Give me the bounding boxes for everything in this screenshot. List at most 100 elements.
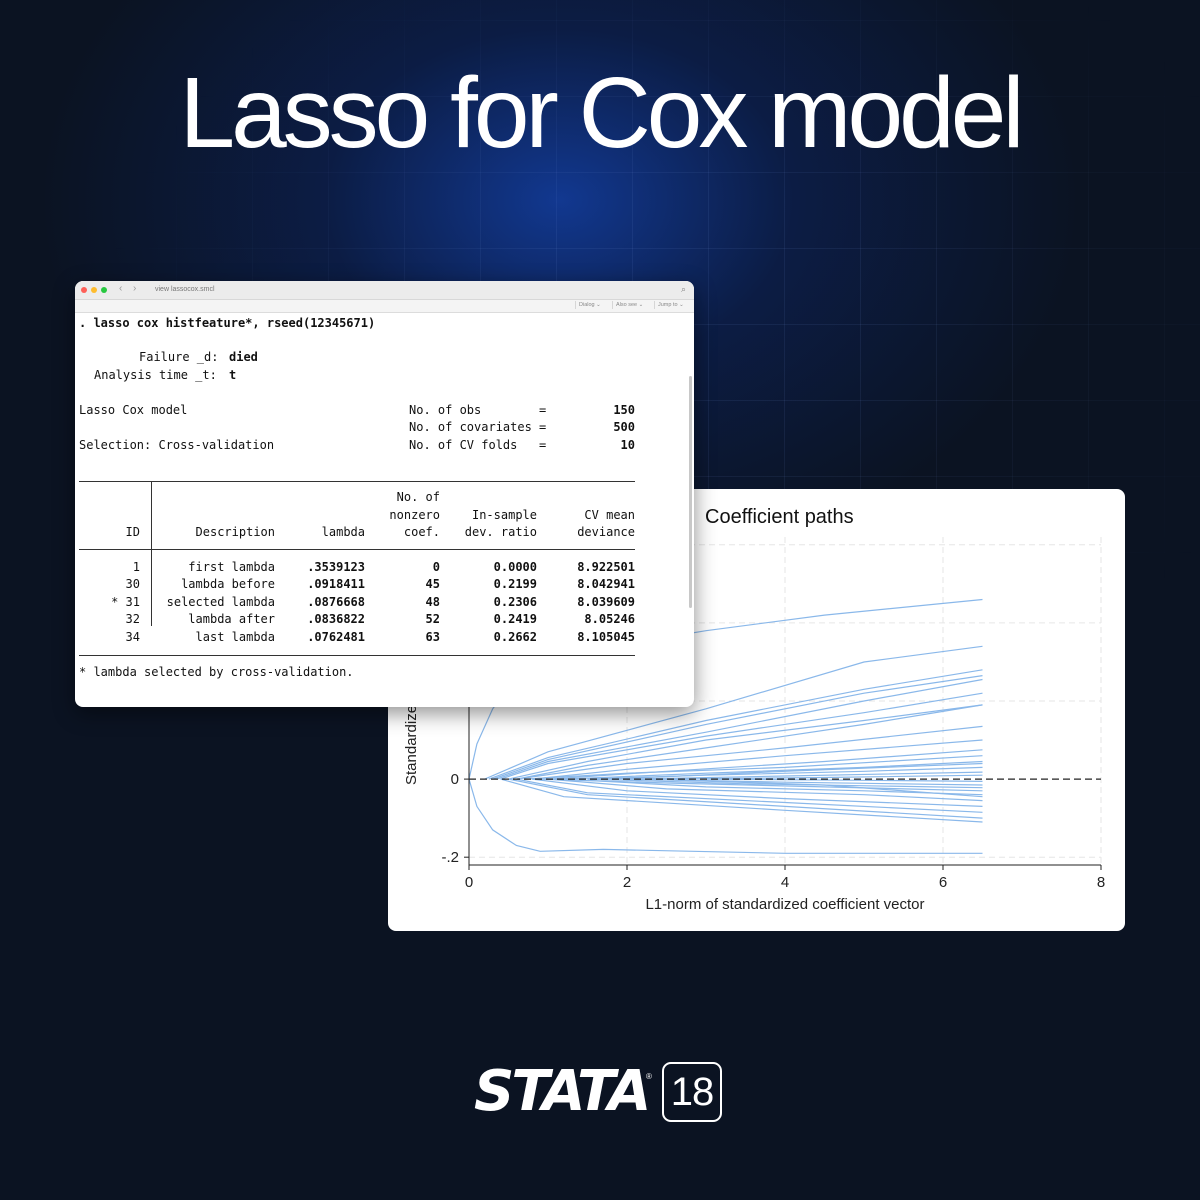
- stat-label-covariates: No. of covariates =: [409, 420, 547, 434]
- forward-button[interactable]: ›: [133, 283, 137, 294]
- vertical-scrollbar[interactable]: [689, 376, 692, 608]
- coefficient-path-line: [500, 692, 983, 780]
- failure-value: died: [229, 350, 258, 364]
- header-cv-line2: deviance: [577, 525, 635, 539]
- coefficient-path-line: [587, 778, 983, 789]
- row-devratio: 0.0000: [493, 560, 537, 574]
- coefficient-path-line: [524, 755, 983, 780]
- coefficient-path-line: [500, 778, 983, 823]
- header-cv-line1: CV mean: [584, 508, 635, 522]
- model-name: Lasso Cox model: [79, 403, 188, 417]
- row-cv-deviance: 8.039609: [577, 595, 635, 609]
- row-nonzero: 45: [425, 577, 440, 591]
- minimize-window-button[interactable]: [91, 287, 97, 293]
- row-description: lambda after: [188, 612, 275, 626]
- coefficient-path-line: [492, 675, 983, 780]
- stat-label-obs: No. of obs =: [409, 403, 547, 417]
- row-lambda: .0876668: [307, 595, 365, 609]
- coefficient-path-line: [508, 704, 983, 780]
- header-devratio-line1: In-sample: [471, 508, 537, 522]
- row-id: 34: [125, 630, 140, 644]
- header-nonzero-line2: nonzero: [389, 508, 440, 522]
- row-cv-deviance: 8.042941: [577, 577, 635, 591]
- row-id: * 31: [111, 595, 140, 609]
- coefficient-path-line: [532, 739, 983, 780]
- header-nonzero-line3: coef.: [403, 525, 440, 539]
- header-devratio-line2: dev. ratio: [464, 525, 537, 539]
- zoom-window-button[interactable]: [101, 287, 107, 293]
- coefficient-path-line: [484, 645, 983, 780]
- x-tick-label: 8: [1097, 874, 1105, 891]
- failure-label: Failure _d:: [139, 350, 219, 364]
- row-lambda: .0762481: [307, 630, 365, 644]
- row-lambda: .0836822: [307, 612, 365, 626]
- row-nonzero: 63: [425, 630, 440, 644]
- row-nonzero: 48: [425, 595, 440, 609]
- row-lambda: .0918411: [307, 577, 365, 591]
- stat-value-covariates: 500: [613, 420, 635, 434]
- analysis-time-value: t: [229, 368, 237, 382]
- back-button[interactable]: ‹: [119, 283, 123, 294]
- also-see-menu-button[interactable]: Also see ⌄: [612, 301, 646, 309]
- coefficient-path-line: [532, 778, 983, 807]
- row-devratio: 0.2306: [493, 595, 537, 609]
- page-title: Lasso for Cox model: [179, 57, 1024, 169]
- header-lambda: lambda: [321, 525, 365, 539]
- y-axis-title: Standardize: [403, 705, 420, 785]
- registered-mark: ®: [646, 1072, 652, 1081]
- close-window-button[interactable]: [81, 287, 87, 293]
- row-devratio: 0.2662: [493, 630, 537, 644]
- y-tick-label: 0: [451, 771, 459, 788]
- search-icon[interactable]: ⌕: [680, 284, 686, 294]
- version-badge: 18: [662, 1062, 722, 1122]
- row-description: selected lambda: [166, 595, 275, 609]
- results-viewer-window: ‹ › view lassocox.smcl ⌕ Dialog ⌄ Also s…: [75, 281, 694, 707]
- x-axis-title: L1-norm of standardized coefficient vect…: [645, 896, 924, 913]
- stat-label-cv-folds: No. of CV folds =: [409, 438, 547, 452]
- row-nonzero: 0: [432, 560, 440, 574]
- coefficient-path-line: [666, 774, 983, 780]
- command-line: . lasso cox histfeature*, rseed(12345671…: [79, 316, 376, 330]
- coefficient-path-line: [496, 678, 983, 780]
- table-header-rule: [79, 549, 635, 550]
- stata-logo-wordmark: STATA: [474, 1059, 651, 1124]
- coefficient-path-line: [563, 760, 983, 780]
- row-cv-deviance: 8.105045: [577, 630, 635, 644]
- row-description: lambda before: [181, 577, 275, 591]
- row-id: 32: [125, 612, 140, 626]
- jump-to-menu-button[interactable]: Jump to ⌄: [654, 301, 687, 309]
- window-title: view lassocox.smcl: [155, 286, 215, 293]
- x-tick-label: 2: [623, 874, 631, 891]
- row-lambda: .3539123: [307, 560, 365, 574]
- header-id: ID: [125, 525, 140, 539]
- row-id: 1: [132, 560, 140, 574]
- row-cv-deviance: 8.922501: [577, 560, 635, 574]
- row-description: first lambda: [188, 560, 275, 574]
- x-tick-label: 4: [781, 874, 789, 891]
- row-devratio: 0.2199: [493, 577, 537, 591]
- table-column-divider: [151, 481, 152, 626]
- row-nonzero: 52: [425, 612, 440, 626]
- row-devratio: 0.2419: [493, 612, 537, 626]
- coefficient-path-line: [508, 778, 983, 819]
- dialog-menu-button[interactable]: Dialog ⌄: [575, 301, 604, 309]
- row-cv-deviance: 8.05246: [584, 612, 635, 626]
- coefficient-paths-chart: 0 2 4 6 8 0 -.2 Coefficient paths L1-norm of sta…: [403, 506, 1105, 913]
- x-tick-label: 6: [939, 874, 947, 891]
- coefficient-path-line: [611, 762, 983, 780]
- coefficient-path-line: [516, 778, 983, 813]
- header-description: Description: [195, 525, 275, 539]
- viewer-toolbar: Dialog ⌄ Also see ⌄ Jump to ⌄: [75, 300, 694, 313]
- stat-value-cv-folds: 10: [620, 438, 635, 452]
- coefficient-path-line: [516, 725, 983, 780]
- stat-value-obs: 150: [613, 403, 635, 417]
- coefficient-path-line: [547, 749, 983, 780]
- table-footnote: * lambda selected by cross-validation.: [79, 665, 354, 679]
- row-description: last lambda: [195, 630, 275, 644]
- header-nonzero-line1: No. of: [396, 490, 440, 504]
- coefficient-path-line: [626, 771, 983, 780]
- table-top-rule: [79, 481, 635, 482]
- analysis-time-label: Analysis time _t:: [94, 368, 217, 382]
- table-bottom-rule: [79, 655, 635, 656]
- x-tick-label: 0: [465, 874, 473, 891]
